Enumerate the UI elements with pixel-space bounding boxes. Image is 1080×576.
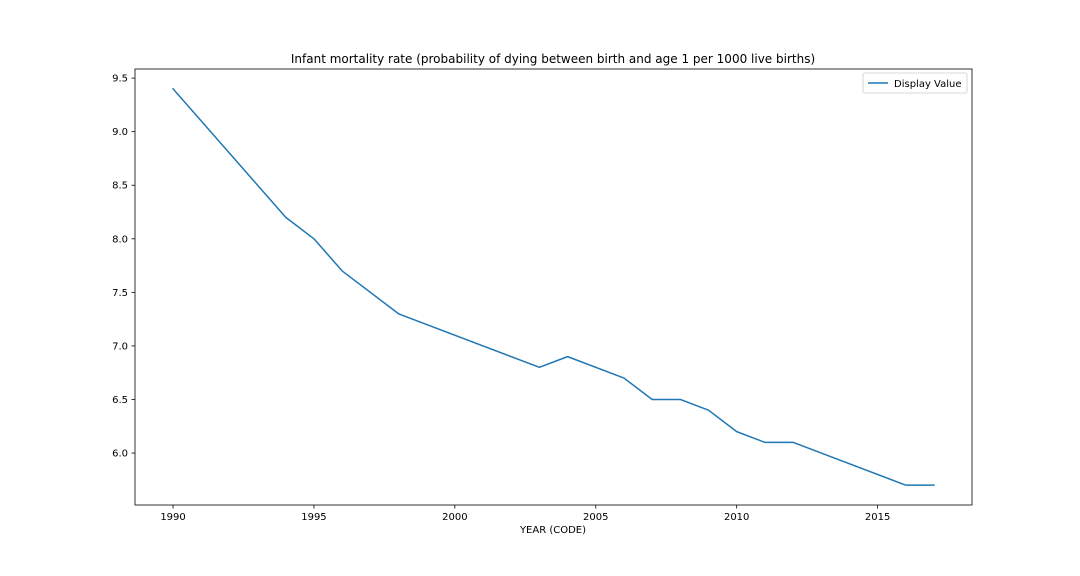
series-line-display-value	[171, 87, 935, 486]
x-tick-label: 2005	[583, 512, 608, 523]
x-tick-label: 1990	[160, 512, 185, 523]
x-axis-label: YEAR (CODE)	[519, 525, 586, 536]
series-group	[171, 87, 935, 486]
y-tick-label: 8.5	[112, 181, 128, 192]
x-tick-label: 2010	[724, 512, 749, 523]
x-tick-label: 2000	[442, 512, 467, 523]
x-tick-label: 1995	[301, 512, 326, 523]
x-axis: 1990 1995 2000 2005 2010 2015	[160, 505, 890, 523]
y-tick-label: 8.0	[112, 234, 128, 245]
x-tick-label: 2015	[865, 512, 890, 523]
legend-box	[862, 72, 968, 94]
y-tick-label: 7.0	[112, 341, 128, 352]
chart-title: Infant mortality rate (probability of dy…	[291, 52, 815, 66]
y-tick-label: 7.5	[112, 288, 128, 299]
plot-area: 1990 1995 2000 2005 2010 2015 6.0 6.5 7.0 7.5 8.0…	[112, 68, 973, 523]
plot-frame	[134, 68, 973, 506]
y-axis: 6.0 6.5 7.0 7.5 8.0 8.5 9.0 9.5	[112, 74, 135, 460]
y-tick-label: 9.5	[112, 74, 128, 85]
y-tick-label: 9.0	[112, 127, 128, 138]
y-tick-label: 6.5	[112, 395, 128, 406]
legend: Display Value	[862, 72, 968, 94]
legend-label: Display Value	[894, 79, 962, 90]
y-tick-label: 6.0	[112, 449, 128, 460]
